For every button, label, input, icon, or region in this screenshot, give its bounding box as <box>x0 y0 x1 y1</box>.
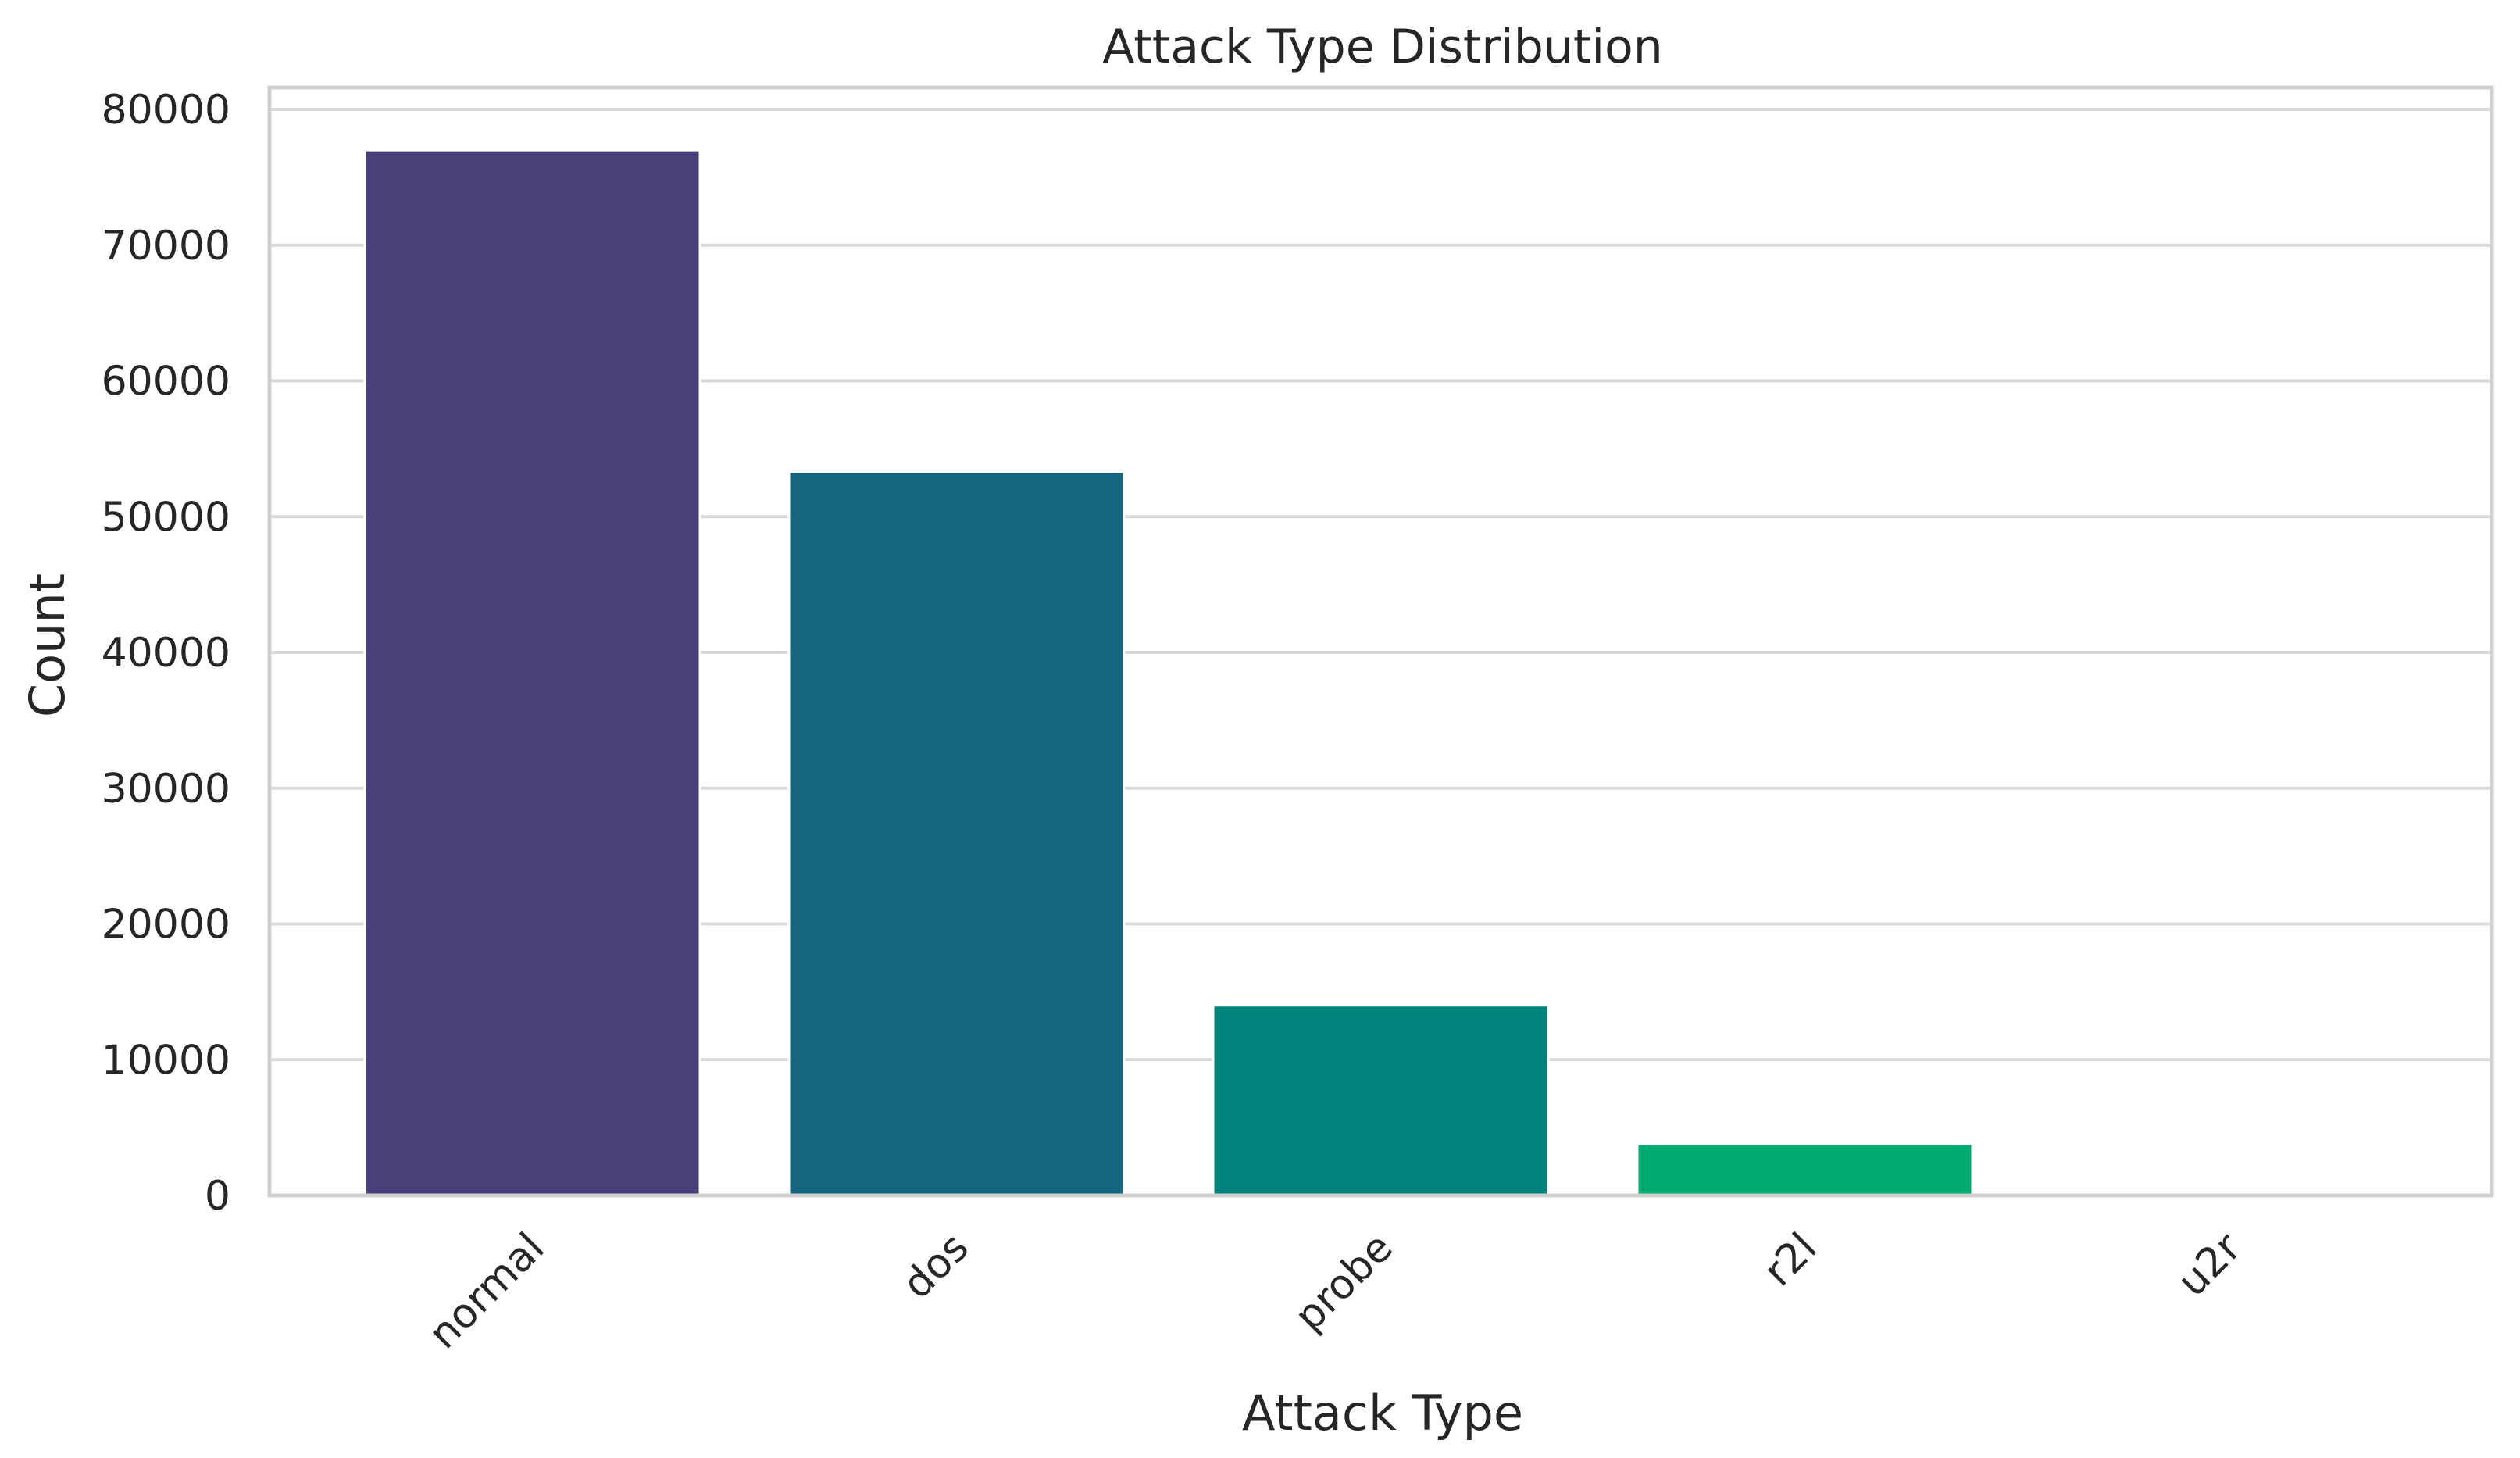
y-tick-label: 40000 <box>102 630 230 677</box>
y-tick-label: 0 <box>205 1173 230 1220</box>
bar-probe <box>1212 1004 1550 1197</box>
x-tick-label: u2r <box>2168 1224 2251 1306</box>
y-tick-label: 60000 <box>102 359 230 406</box>
y-axis-label: Count <box>19 574 76 717</box>
x-tick-label: normal <box>419 1224 553 1358</box>
y-tick-label: 20000 <box>102 902 230 949</box>
x-axis-label: Attack Type <box>1242 1385 1523 1442</box>
bars <box>363 148 2398 1197</box>
x-tick-label: probe <box>1286 1224 1402 1341</box>
plot-frame <box>267 85 2494 1198</box>
x-tick-label: dos <box>894 1224 977 1308</box>
y-tick-label: 50000 <box>102 494 230 541</box>
bar-r2l <box>1636 1142 1974 1197</box>
y-axis-ticks: 0 10000 20000 30000 40000 50000 60000 70000 8000… <box>102 87 230 1220</box>
x-tick-label: r2l <box>1755 1224 1826 1295</box>
chart-title: Attack Type Distribution <box>1102 20 1663 74</box>
y-tick-label: 80000 <box>102 87 230 134</box>
bar-normal <box>363 148 701 1197</box>
y-tick-label: 30000 <box>102 766 230 813</box>
bar-dos <box>787 470 1126 1197</box>
x-axis-ticks: normal dos probe r2l u2r <box>419 1224 2251 1358</box>
y-tick-label: 10000 <box>102 1037 230 1084</box>
y-tick-label: 70000 <box>102 223 230 270</box>
